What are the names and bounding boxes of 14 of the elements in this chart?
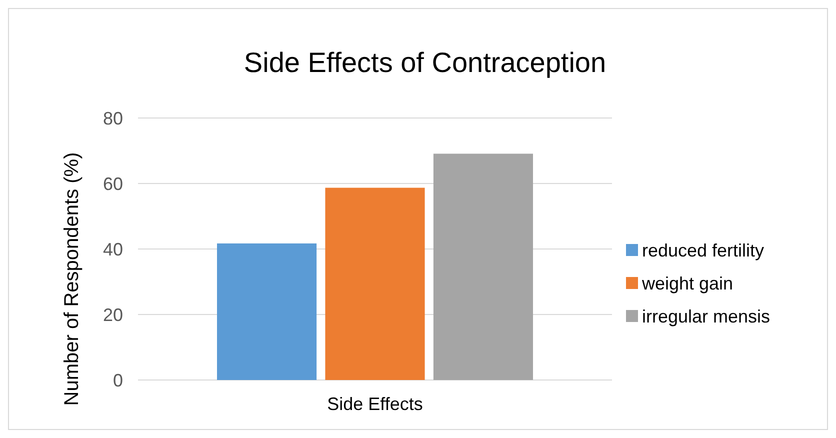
- bar: [217, 243, 317, 380]
- legend-label: reduced fertility: [642, 240, 764, 260]
- y-axis-title: Number of Respondents (%): [61, 152, 83, 406]
- chart-title: Side Effects of Contraception: [244, 47, 606, 78]
- y-tick-label: 20: [102, 304, 123, 325]
- y-tick-label: 80: [102, 108, 123, 128]
- legend-label: irregular mensis: [642, 306, 770, 326]
- x-tick-label: Side Effects: [327, 394, 423, 414]
- bar: [433, 154, 533, 380]
- y-tick-label: 60: [102, 174, 123, 194]
- y-tick-label: 40: [102, 239, 123, 260]
- legend-label: weight gain: [641, 273, 734, 294]
- y-tick-label: 0: [112, 370, 123, 390]
- bar: [325, 188, 425, 380]
